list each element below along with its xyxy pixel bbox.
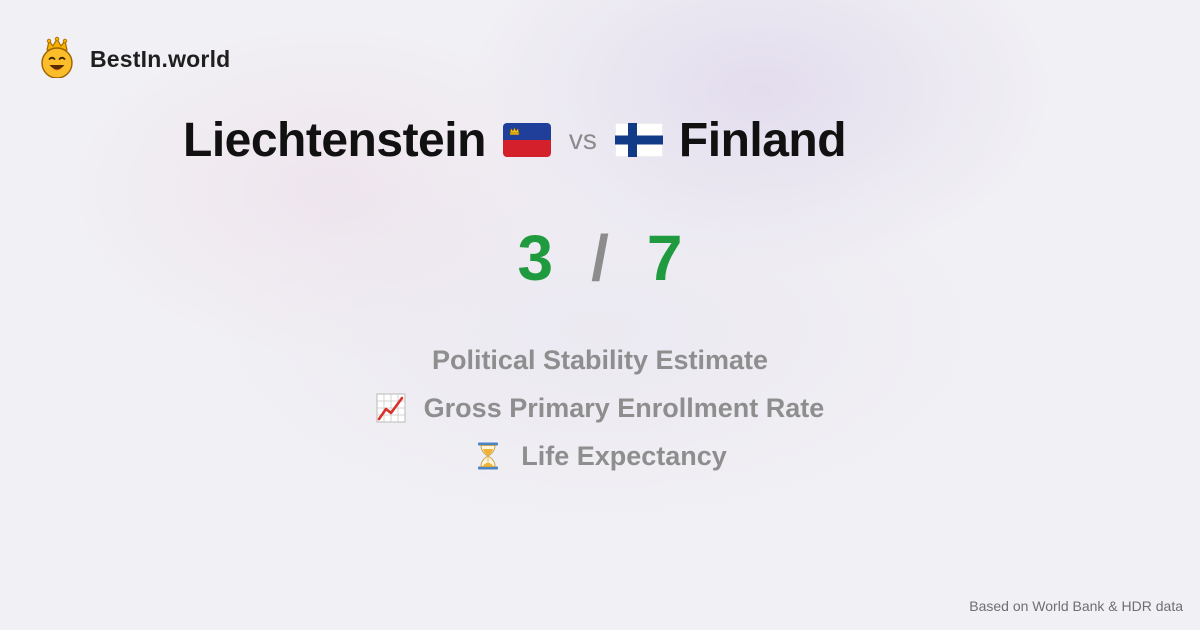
- metric-label: Life Expectancy: [521, 440, 727, 471]
- score-separator: /: [591, 222, 609, 294]
- metric-primary-enrollment: Gross Primary Enrollment Rate: [376, 384, 825, 432]
- comparison-title: Liechtenstein vs Finland: [183, 108, 847, 172]
- metric-life-expectancy: Life Expectancy: [473, 432, 727, 480]
- vs-label: vs: [568, 124, 597, 155]
- metrics-list: Political Stability Estimate Gross Prima…: [0, 336, 1200, 480]
- liechtenstein-flag-icon: [502, 123, 551, 157]
- metric-label: Political Stability Estimate: [431, 344, 769, 375]
- crowned-smiley-icon: [38, 36, 76, 83]
- left-country-name: Liechtenstein: [183, 113, 486, 167]
- chart-increasing-icon: [376, 393, 406, 423]
- metric-label: Gross Primary Enrollment Rate: [423, 392, 825, 423]
- right-score: 7: [646, 222, 683, 294]
- data-source-note: Based on World Bank & HDR data: [969, 598, 1183, 614]
- brand[interactable]: BestIn.world: [38, 36, 230, 83]
- hourglass-icon: [473, 441, 503, 471]
- right-country-name: Finland: [678, 113, 847, 167]
- finland-flag-icon: [614, 123, 663, 157]
- score-row: 3 / 7: [0, 218, 1200, 298]
- metric-political-stability: Political Stability Estimate: [432, 336, 768, 384]
- left-score: 3: [517, 222, 554, 294]
- brand-name: BestIn.world: [90, 46, 231, 72]
